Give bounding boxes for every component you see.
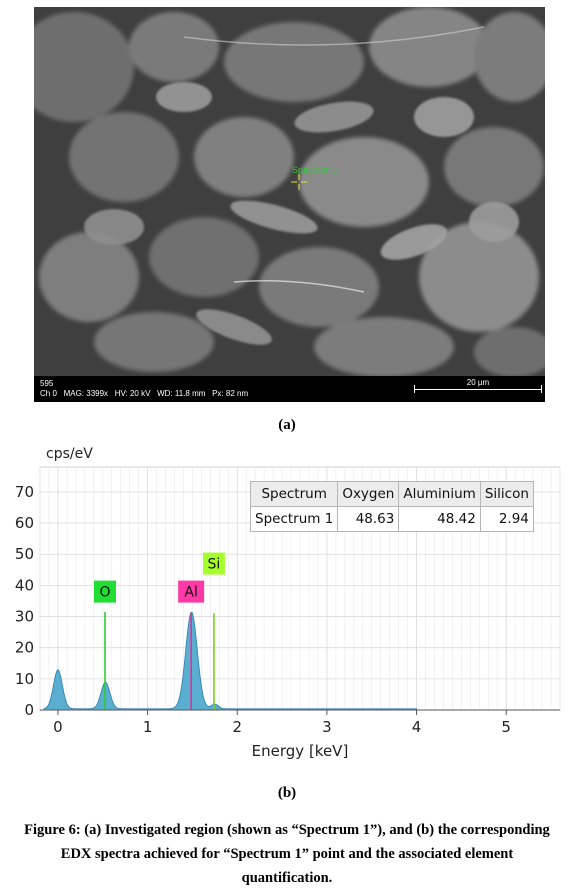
scale-bar-tick-right (541, 385, 542, 393)
table-header: Silicon (479, 481, 534, 507)
channel: Ch 0 (40, 389, 57, 398)
element-label-box-si (202, 552, 225, 575)
element-label-al: Al (184, 585, 197, 601)
scale-bar-label: 20 µm (466, 378, 490, 387)
x-tick-label: 0 (53, 718, 63, 736)
x-tick-label: 4 (412, 718, 422, 736)
caption-b: (b) (277, 785, 297, 801)
pixel-size: Px: 82 nm (212, 389, 249, 398)
image-number: 595 (40, 379, 54, 388)
x-tick-label: 5 (501, 718, 511, 736)
x-tick-label: 1 (143, 718, 153, 736)
axes: 0 10 20 30 40 50 60 70 0 1 2 3 4 5 (15, 483, 560, 736)
table-cell: 48.42 (398, 506, 481, 532)
table-header-row: Spectrum Oxygen Aluminium Silicon (249, 481, 534, 507)
edx-chart: cps/eV O Al Si 0 10 20 30 40 50 60 70 0 1 2 3 4 5 Energ… (15, 446, 561, 760)
x-tick-label: 2 (232, 718, 242, 736)
table-header: Oxygen (337, 481, 400, 507)
spectrum-marker-label: Spectrum 1 (292, 165, 339, 175)
table-row: Spectrum 1 48.63 48.42 2.94 (249, 506, 534, 532)
sem-image: Spectrum 1 595 Ch 0 MAG: 3399x HV: 20 kV… (34, 7, 545, 402)
table-cell: 2.94 (479, 506, 534, 532)
spectrum-area (39, 611, 417, 711)
y-tick-label: 0 (24, 701, 34, 719)
caption-a: (a) (278, 417, 296, 433)
y-tick-label: 30 (15, 608, 34, 626)
table-cell: Spectrum 1 (249, 506, 339, 532)
sem-micrograph (34, 7, 545, 376)
element-label-box-al (178, 580, 205, 603)
quantification-table: Spectrum Oxygen Aluminium Silicon Spectr… (249, 481, 534, 532)
sem-metadata: Ch 0 MAG: 3399x HV: 20 kV WD: 11.8 mm Px… (40, 389, 248, 399)
crosshair-icon (291, 174, 307, 190)
y-tick-label: 60 (15, 514, 34, 532)
element-label-si: Si (208, 557, 221, 573)
y-tick-label: 40 (15, 576, 34, 594)
y-tick-label: 10 (15, 670, 34, 688)
figure-caption: Figure 6: (a) Investigated region (shown… (24, 822, 550, 886)
spectrum-fill (39, 611, 417, 711)
element-label-box-o (94, 580, 116, 603)
scale-bar (414, 389, 542, 391)
y-tick-label: 50 (15, 545, 34, 563)
working-distance: WD: 11.8 mm (157, 389, 206, 398)
table-cell: 48.63 (337, 506, 400, 532)
scale-bar-tick-left (414, 385, 415, 393)
y-axis-label: cps/eV (46, 446, 93, 462)
y-tick-label: 20 (15, 639, 34, 657)
table-header: Aluminium (398, 481, 481, 507)
element-markers: O Al Si (94, 552, 225, 710)
x-tick-label: 3 (322, 718, 332, 736)
sem-info-bar: 595 Ch 0 MAG: 3399x HV: 20 kV WD: 11.8 m… (34, 376, 545, 402)
element-label-o: O (99, 585, 110, 601)
magnification: MAG: 3399x (63, 389, 109, 398)
high-voltage: HV: 20 kV (114, 389, 151, 398)
x-axis-label: Energy [keV] (252, 742, 349, 760)
y-tick-label: 70 (15, 483, 34, 501)
table-header: Spectrum (249, 481, 339, 507)
